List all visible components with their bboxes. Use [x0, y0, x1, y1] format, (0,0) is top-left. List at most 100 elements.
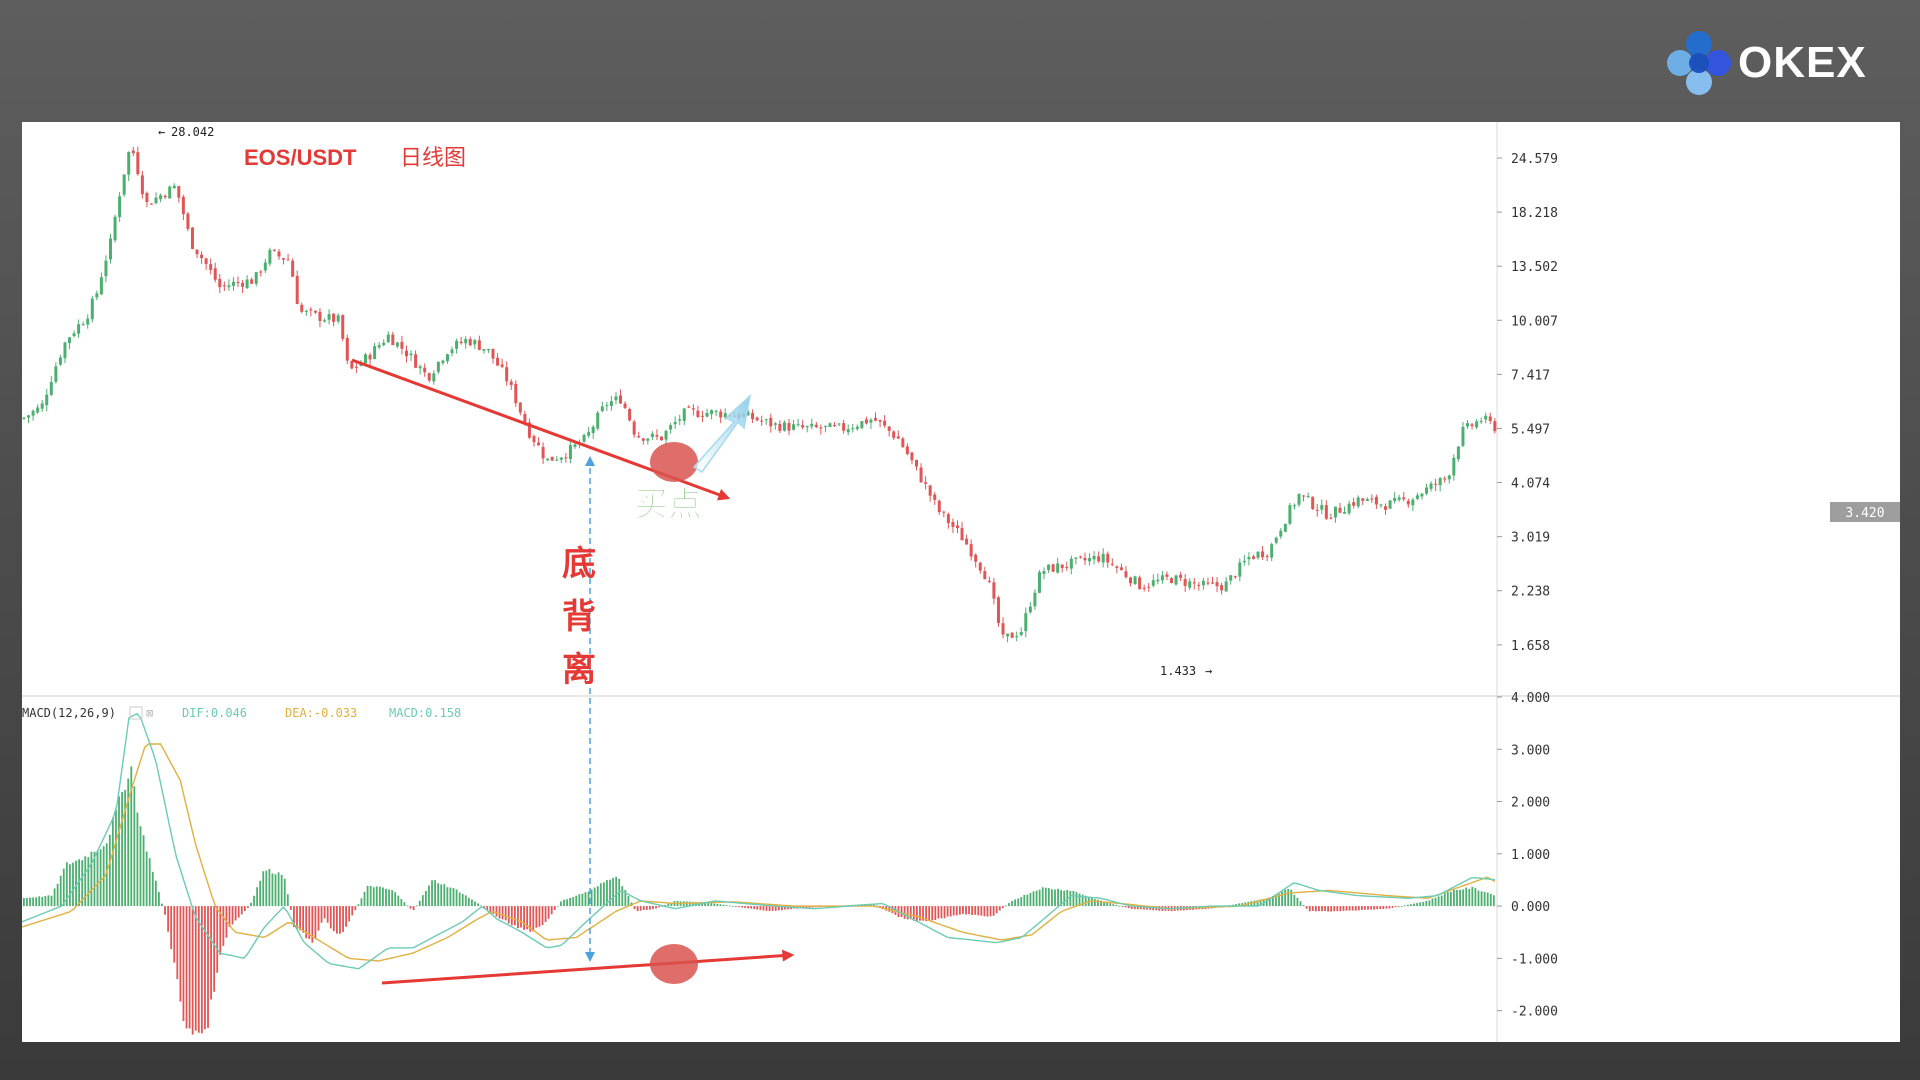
candle-body: [368, 354, 372, 360]
macd-bar: [1275, 894, 1277, 907]
macd-bar: [289, 906, 292, 910]
macd-bar: [35, 897, 38, 907]
macd-bar: [1410, 904, 1412, 907]
candle-body: [263, 262, 267, 271]
candle-body: [1147, 586, 1151, 588]
macd-bar: [572, 897, 575, 907]
candle-body: [1142, 587, 1146, 589]
price-tick-label: 24.579: [1511, 152, 1558, 167]
candle-body: [1452, 457, 1456, 476]
macd-bar: [599, 883, 602, 907]
candle-body: [623, 403, 627, 409]
macd-bar: [228, 906, 231, 928]
macd-bar: [609, 879, 611, 907]
macd-bar: [311, 906, 314, 943]
macd-bar: [1047, 888, 1050, 907]
macd-bar: [808, 906, 811, 908]
candle-body: [810, 423, 814, 427]
macd-bar: [1385, 906, 1388, 909]
macd-bar: [578, 894, 581, 907]
macd-bar: [305, 906, 308, 939]
candle-body: [619, 395, 623, 404]
macd-bar: [1029, 892, 1032, 907]
macd-bar: [1403, 905, 1406, 907]
macd-bar: [268, 868, 271, 907]
candle-body: [27, 415, 31, 418]
macd-bar: [253, 895, 255, 907]
candle-body: [1078, 556, 1082, 558]
macd-bar: [1453, 889, 1455, 907]
candle-body: [49, 381, 53, 395]
candle-body: [318, 311, 322, 321]
macd-bar: [378, 886, 381, 907]
macd-bar: [1321, 906, 1323, 912]
macd-bar: [1492, 895, 1495, 907]
macd-bar: [130, 766, 133, 907]
macd-bar: [127, 778, 130, 907]
candle-body: [81, 324, 85, 326]
candle-body: [837, 423, 841, 425]
macd-bar: [158, 892, 160, 907]
candle-body: [427, 373, 431, 381]
candle-body: [118, 196, 122, 218]
settings-icon[interactable]: [129, 706, 143, 720]
candle-body: [1347, 503, 1351, 514]
candle-body: [441, 360, 445, 364]
macd-bar: [1422, 901, 1425, 907]
candle-body: [1484, 415, 1488, 420]
macd-bar: [173, 906, 176, 963]
candle-body: [77, 324, 81, 334]
candle-body: [719, 411, 723, 418]
macd-bar: [1348, 906, 1351, 911]
macd-bar: [62, 868, 65, 907]
macd-bar: [1004, 905, 1007, 907]
macd-bar: [621, 886, 624, 907]
candle-body: [268, 249, 272, 264]
candle-body: [969, 544, 973, 557]
candle-body: [222, 285, 226, 287]
candle-body: [659, 436, 663, 441]
macd-bar: [1127, 906, 1130, 909]
macd-bar: [744, 906, 746, 908]
close-icon[interactable]: ⊠: [146, 706, 153, 720]
macd-bar: [747, 906, 750, 909]
macd-bar: [1259, 899, 1262, 907]
candle-body: [1283, 523, 1287, 532]
macd-bar: [1118, 905, 1121, 907]
candle-body: [1069, 558, 1073, 569]
candle-body: [910, 452, 914, 461]
candle-body: [1110, 563, 1114, 565]
macd-tick-label: -1.000: [1511, 952, 1558, 967]
macd-bar: [65, 862, 68, 907]
macd-tick-label: 3.000: [1511, 743, 1550, 758]
candle-body: [1365, 499, 1369, 502]
macd-bar: [176, 906, 179, 980]
macd-bar: [719, 904, 722, 907]
candle-body: [1119, 567, 1123, 571]
macd-bar: [1431, 898, 1434, 907]
macd-bar: [56, 883, 59, 907]
macd-bar: [320, 906, 323, 923]
candle-body: [272, 249, 276, 251]
candle-body: [354, 366, 358, 368]
candle-body: [327, 314, 331, 320]
macd-bar: [271, 873, 274, 907]
macd-bar: [326, 906, 329, 923]
macd-bar: [400, 899, 403, 907]
macd-bar: [906, 906, 909, 920]
macd-bar: [317, 906, 320, 931]
macd-bar: [1308, 906, 1311, 912]
candle-body: [200, 254, 204, 259]
macd-bar: [903, 906, 906, 919]
macd-bar: [507, 906, 510, 924]
macd-bar: [1051, 889, 1053, 907]
candle-body: [773, 423, 777, 425]
candle-body: [1101, 553, 1105, 563]
macd-bar: [72, 862, 74, 907]
macd-bar: [437, 883, 440, 907]
macd-bar: [207, 906, 209, 1028]
candle-body: [860, 421, 864, 429]
guide-arrow-up: [585, 456, 595, 466]
macd-tick-label: -2.000: [1511, 1005, 1558, 1020]
macd-bar: [121, 791, 123, 907]
